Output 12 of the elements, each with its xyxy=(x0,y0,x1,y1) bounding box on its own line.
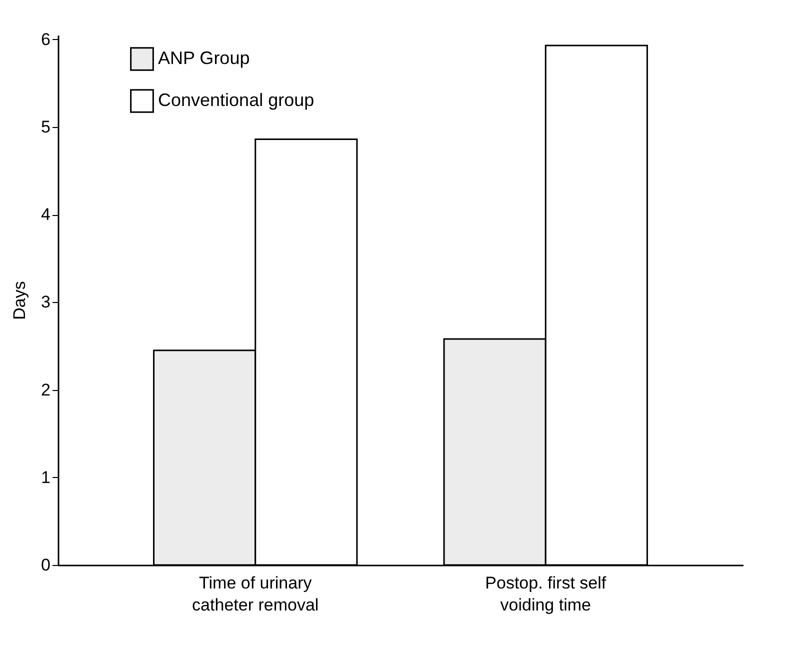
y-tick-label: 0 xyxy=(41,556,50,574)
y-axis-title: Days xyxy=(10,281,30,320)
legend-label: ANP Group xyxy=(158,48,250,68)
y-tick-label: 2 xyxy=(41,380,50,400)
y-tick-label: 6 xyxy=(41,30,50,49)
y-tick-label: 5 xyxy=(41,117,50,136)
legend-label: Conventional group xyxy=(158,90,314,110)
y-tick-label: 1 xyxy=(41,468,50,487)
y-tick-label: 4 xyxy=(41,205,50,224)
y-tick-label: 3 xyxy=(41,292,50,312)
x-tick-label: Postop. first self voiding time xyxy=(485,574,606,614)
x-tick-label: Time of urinary catheter removal xyxy=(192,574,319,614)
